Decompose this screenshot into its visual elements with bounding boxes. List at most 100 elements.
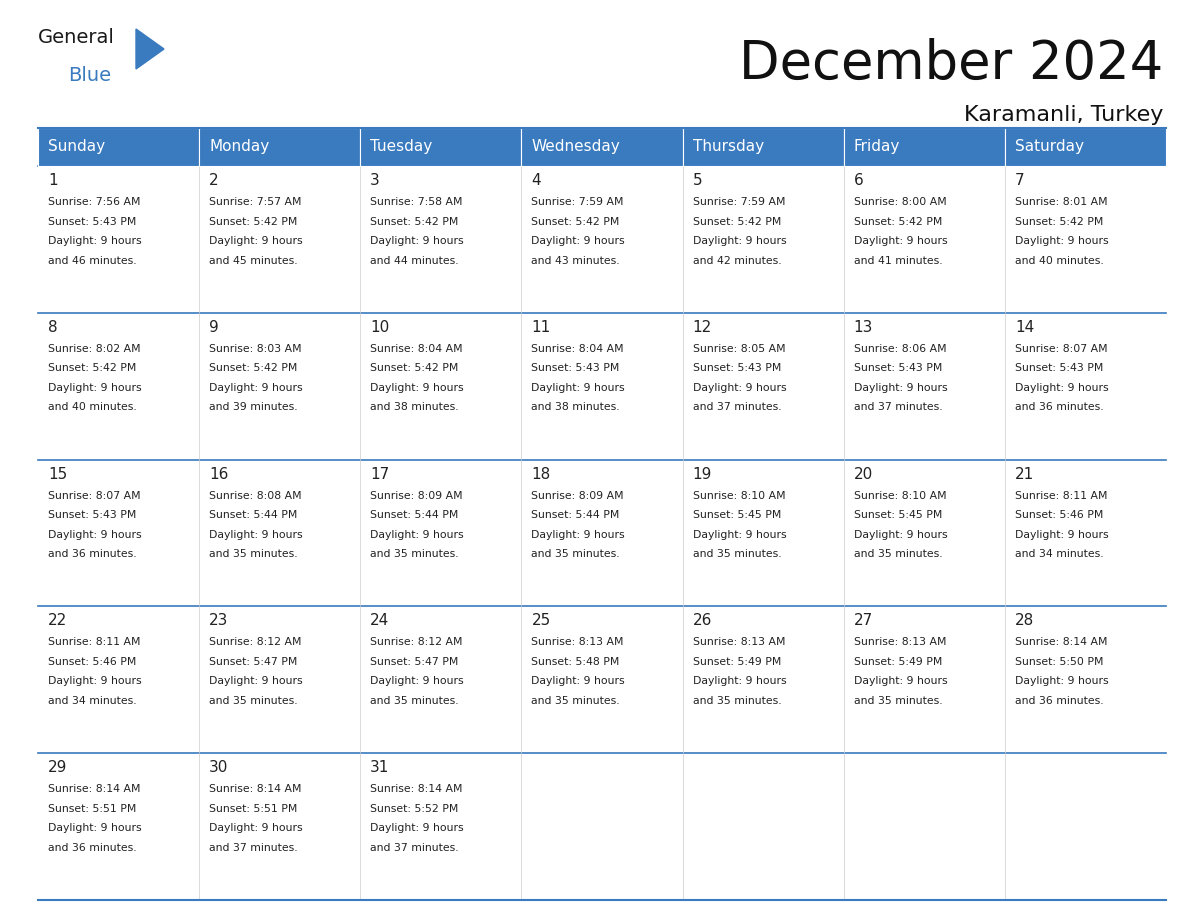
Text: and 46 minutes.: and 46 minutes.	[48, 255, 137, 265]
Text: 28: 28	[1015, 613, 1034, 629]
Bar	[1005, 460, 1165, 607]
Text: and 36 minutes.: and 36 minutes.	[48, 843, 137, 853]
Text: 14: 14	[1015, 319, 1034, 335]
Text: and 34 minutes.: and 34 minutes.	[1015, 549, 1104, 559]
Text: Sunrise: 8:09 AM: Sunrise: 8:09 AM	[371, 490, 463, 500]
Text: 7: 7	[1015, 173, 1024, 188]
Text: and 40 minutes.: and 40 minutes.	[48, 402, 137, 412]
Text: Blue: Blue	[68, 66, 112, 85]
Bar	[683, 166, 843, 313]
Text: Daylight: 9 hours: Daylight: 9 hours	[48, 823, 141, 834]
Text: Sunset: 5:49 PM: Sunset: 5:49 PM	[854, 657, 942, 666]
Text: and 35 minutes.: and 35 minutes.	[854, 696, 942, 706]
Text: Sunrise: 8:14 AM: Sunrise: 8:14 AM	[1015, 637, 1107, 647]
Text: and 35 minutes.: and 35 minutes.	[209, 549, 298, 559]
Bar	[200, 460, 360, 607]
Text: Sunrise: 8:12 AM: Sunrise: 8:12 AM	[371, 637, 463, 647]
Text: 2: 2	[209, 173, 219, 188]
Text: 22: 22	[48, 613, 68, 629]
Text: Sunset: 5:47 PM: Sunset: 5:47 PM	[209, 657, 297, 666]
Text: and 37 minutes.: and 37 minutes.	[693, 402, 782, 412]
Bar	[522, 460, 683, 607]
Text: 6: 6	[854, 173, 864, 188]
Text: Wednesday: Wednesday	[531, 140, 620, 154]
Text: Monday: Monday	[209, 140, 270, 154]
Text: and 36 minutes.: and 36 minutes.	[1015, 402, 1104, 412]
Bar	[360, 607, 522, 753]
Bar	[683, 313, 843, 460]
Text: 5: 5	[693, 173, 702, 188]
Bar	[360, 313, 522, 460]
Text: Sunrise: 8:03 AM: Sunrise: 8:03 AM	[209, 344, 302, 353]
Text: Sunrise: 7:56 AM: Sunrise: 7:56 AM	[48, 197, 140, 207]
Text: Sunrise: 8:11 AM: Sunrise: 8:11 AM	[1015, 490, 1107, 500]
Text: 24: 24	[371, 613, 390, 629]
Text: Daylight: 9 hours: Daylight: 9 hours	[854, 383, 947, 393]
Text: Daylight: 9 hours: Daylight: 9 hours	[531, 530, 625, 540]
Text: Sunrise: 8:05 AM: Sunrise: 8:05 AM	[693, 344, 785, 353]
Text: Sunset: 5:42 PM: Sunset: 5:42 PM	[693, 217, 781, 227]
Text: Sunset: 5:43 PM: Sunset: 5:43 PM	[1015, 364, 1104, 374]
Text: Sunrise: 8:02 AM: Sunrise: 8:02 AM	[48, 344, 140, 353]
Text: 30: 30	[209, 760, 228, 775]
Bar	[360, 128, 522, 166]
Text: Sunset: 5:43 PM: Sunset: 5:43 PM	[48, 217, 137, 227]
Text: December 2024: December 2024	[739, 38, 1163, 90]
Text: 26: 26	[693, 613, 712, 629]
Text: 10: 10	[371, 319, 390, 335]
Text: 4: 4	[531, 173, 541, 188]
Bar	[1005, 753, 1165, 900]
Text: and 37 minutes.: and 37 minutes.	[209, 843, 298, 853]
Bar	[1005, 607, 1165, 753]
Text: Daylight: 9 hours: Daylight: 9 hours	[371, 677, 463, 687]
Text: Daylight: 9 hours: Daylight: 9 hours	[854, 530, 947, 540]
Text: Sunset: 5:42 PM: Sunset: 5:42 PM	[371, 364, 459, 374]
Bar	[683, 753, 843, 900]
Text: Daylight: 9 hours: Daylight: 9 hours	[209, 236, 303, 246]
Text: Sunrise: 7:59 AM: Sunrise: 7:59 AM	[531, 197, 624, 207]
Text: and 44 minutes.: and 44 minutes.	[371, 255, 459, 265]
Text: Sunrise: 8:11 AM: Sunrise: 8:11 AM	[48, 637, 140, 647]
Bar	[522, 753, 683, 900]
Text: Daylight: 9 hours: Daylight: 9 hours	[209, 823, 303, 834]
Text: and 39 minutes.: and 39 minutes.	[209, 402, 298, 412]
Text: Sunrise: 8:09 AM: Sunrise: 8:09 AM	[531, 490, 624, 500]
Text: Sunrise: 7:58 AM: Sunrise: 7:58 AM	[371, 197, 463, 207]
Text: 12: 12	[693, 319, 712, 335]
Text: Sunset: 5:43 PM: Sunset: 5:43 PM	[693, 364, 781, 374]
Text: 8: 8	[48, 319, 58, 335]
Text: Daylight: 9 hours: Daylight: 9 hours	[48, 530, 141, 540]
Text: Saturday: Saturday	[1015, 140, 1083, 154]
Text: 21: 21	[1015, 466, 1034, 482]
Text: Sunset: 5:43 PM: Sunset: 5:43 PM	[854, 364, 942, 374]
Text: Daylight: 9 hours: Daylight: 9 hours	[693, 236, 786, 246]
Text: and 45 minutes.: and 45 minutes.	[209, 255, 298, 265]
Text: Daylight: 9 hours: Daylight: 9 hours	[371, 383, 463, 393]
Text: Karamanli, Turkey: Karamanli, Turkey	[963, 105, 1163, 125]
Text: Daylight: 9 hours: Daylight: 9 hours	[1015, 530, 1108, 540]
Bar	[1005, 313, 1165, 460]
Text: 17: 17	[371, 466, 390, 482]
Text: Sunrise: 8:07 AM: Sunrise: 8:07 AM	[1015, 344, 1107, 353]
Text: and 38 minutes.: and 38 minutes.	[531, 402, 620, 412]
Text: Daylight: 9 hours: Daylight: 9 hours	[1015, 236, 1108, 246]
Text: Sunset: 5:46 PM: Sunset: 5:46 PM	[1015, 510, 1104, 521]
Text: 11: 11	[531, 319, 551, 335]
Text: Daylight: 9 hours: Daylight: 9 hours	[48, 236, 141, 246]
Text: Sunset: 5:51 PM: Sunset: 5:51 PM	[209, 803, 297, 813]
Bar	[843, 166, 1005, 313]
Text: 9: 9	[209, 319, 219, 335]
Text: and 36 minutes.: and 36 minutes.	[48, 549, 137, 559]
Text: Sunset: 5:52 PM: Sunset: 5:52 PM	[371, 803, 459, 813]
Text: Sunrise: 8:04 AM: Sunrise: 8:04 AM	[371, 344, 463, 353]
Bar	[38, 128, 200, 166]
Bar	[843, 607, 1005, 753]
Text: Sunrise: 8:07 AM: Sunrise: 8:07 AM	[48, 490, 140, 500]
Text: Sunset: 5:51 PM: Sunset: 5:51 PM	[48, 803, 137, 813]
Bar	[683, 128, 843, 166]
Text: Daylight: 9 hours: Daylight: 9 hours	[48, 677, 141, 687]
Polygon shape	[135, 29, 164, 69]
Text: Daylight: 9 hours: Daylight: 9 hours	[209, 677, 303, 687]
Bar	[38, 166, 200, 313]
Text: Sunrise: 8:13 AM: Sunrise: 8:13 AM	[693, 637, 785, 647]
